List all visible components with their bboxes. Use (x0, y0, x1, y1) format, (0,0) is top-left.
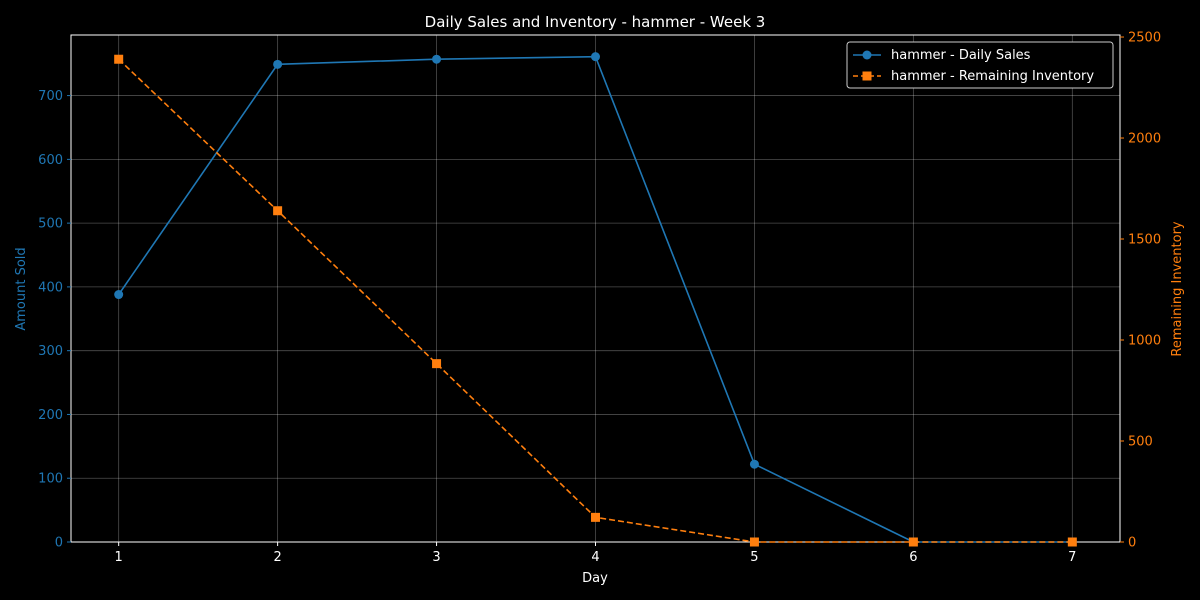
right-y-tick-label: 0 (1128, 536, 1136, 551)
legend-sales-label: hammer - Daily Sales (891, 48, 1031, 63)
data-point (591, 512, 600, 522)
data-point (1067, 537, 1077, 547)
right-y-axis: 0 500 1000 1500 2000 2500 (1120, 31, 1161, 551)
data-point (591, 52, 600, 62)
left-y-tick-label: 100 (38, 472, 63, 487)
data-point (432, 54, 442, 64)
grid (71, 35, 1120, 543)
left-y-axis-label: Amount Sold (14, 247, 29, 330)
legend-inventory-marker (862, 71, 872, 81)
left-y-tick-label: 400 (38, 280, 63, 295)
right-y-tick-label: 2500 (1128, 31, 1161, 46)
x-axis-label: Day (582, 571, 608, 586)
left-y-tick-label: 300 (38, 344, 63, 359)
data-point (432, 359, 442, 369)
data-point (749, 537, 759, 547)
right-y-tick-label: 1500 (1128, 233, 1161, 248)
right-y-tick-label: 1000 (1128, 334, 1161, 349)
x-tick-label: 3 (432, 550, 440, 565)
left-y-tick-label: 200 (38, 408, 63, 423)
data-point (273, 206, 283, 216)
left-y-axis: 0 100 200 300 400 500 600 700 (38, 89, 71, 551)
data-point (114, 54, 124, 64)
x-tick-label: 1 (115, 550, 123, 565)
left-y-tick-label: 500 (38, 217, 63, 232)
series-remaining-inventory (114, 54, 1077, 547)
legend-inventory-label: hammer - Remaining Inventory (891, 69, 1094, 84)
left-y-tick-label: 600 (38, 153, 63, 168)
right-y-tick-label: 2000 (1128, 132, 1161, 147)
x-tick-label: 6 (909, 550, 917, 565)
x-tick-label: 5 (750, 550, 758, 565)
data-point (114, 290, 124, 300)
right-y-axis-label: Remaining Inventory (1170, 221, 1185, 357)
x-tick-label: 2 (273, 550, 281, 565)
legend: hammer - Daily Sales hammer - Remaining … (846, 41, 1114, 89)
legend-sales-marker (862, 50, 872, 60)
left-y-tick-label: 700 (38, 89, 63, 104)
x-tick-label: 7 (1068, 550, 1076, 565)
right-y-tick-label: 500 (1128, 435, 1153, 450)
legend-box (846, 41, 1114, 89)
data-point (908, 537, 918, 547)
chart-title: Daily Sales and Inventory - hammer - Wee… (425, 13, 766, 31)
series-layer (114, 52, 1077, 547)
data-point (749, 459, 759, 469)
x-tick-label: 4 (591, 550, 599, 565)
data-point (273, 59, 283, 69)
left-y-tick-label: 0 (55, 536, 63, 551)
